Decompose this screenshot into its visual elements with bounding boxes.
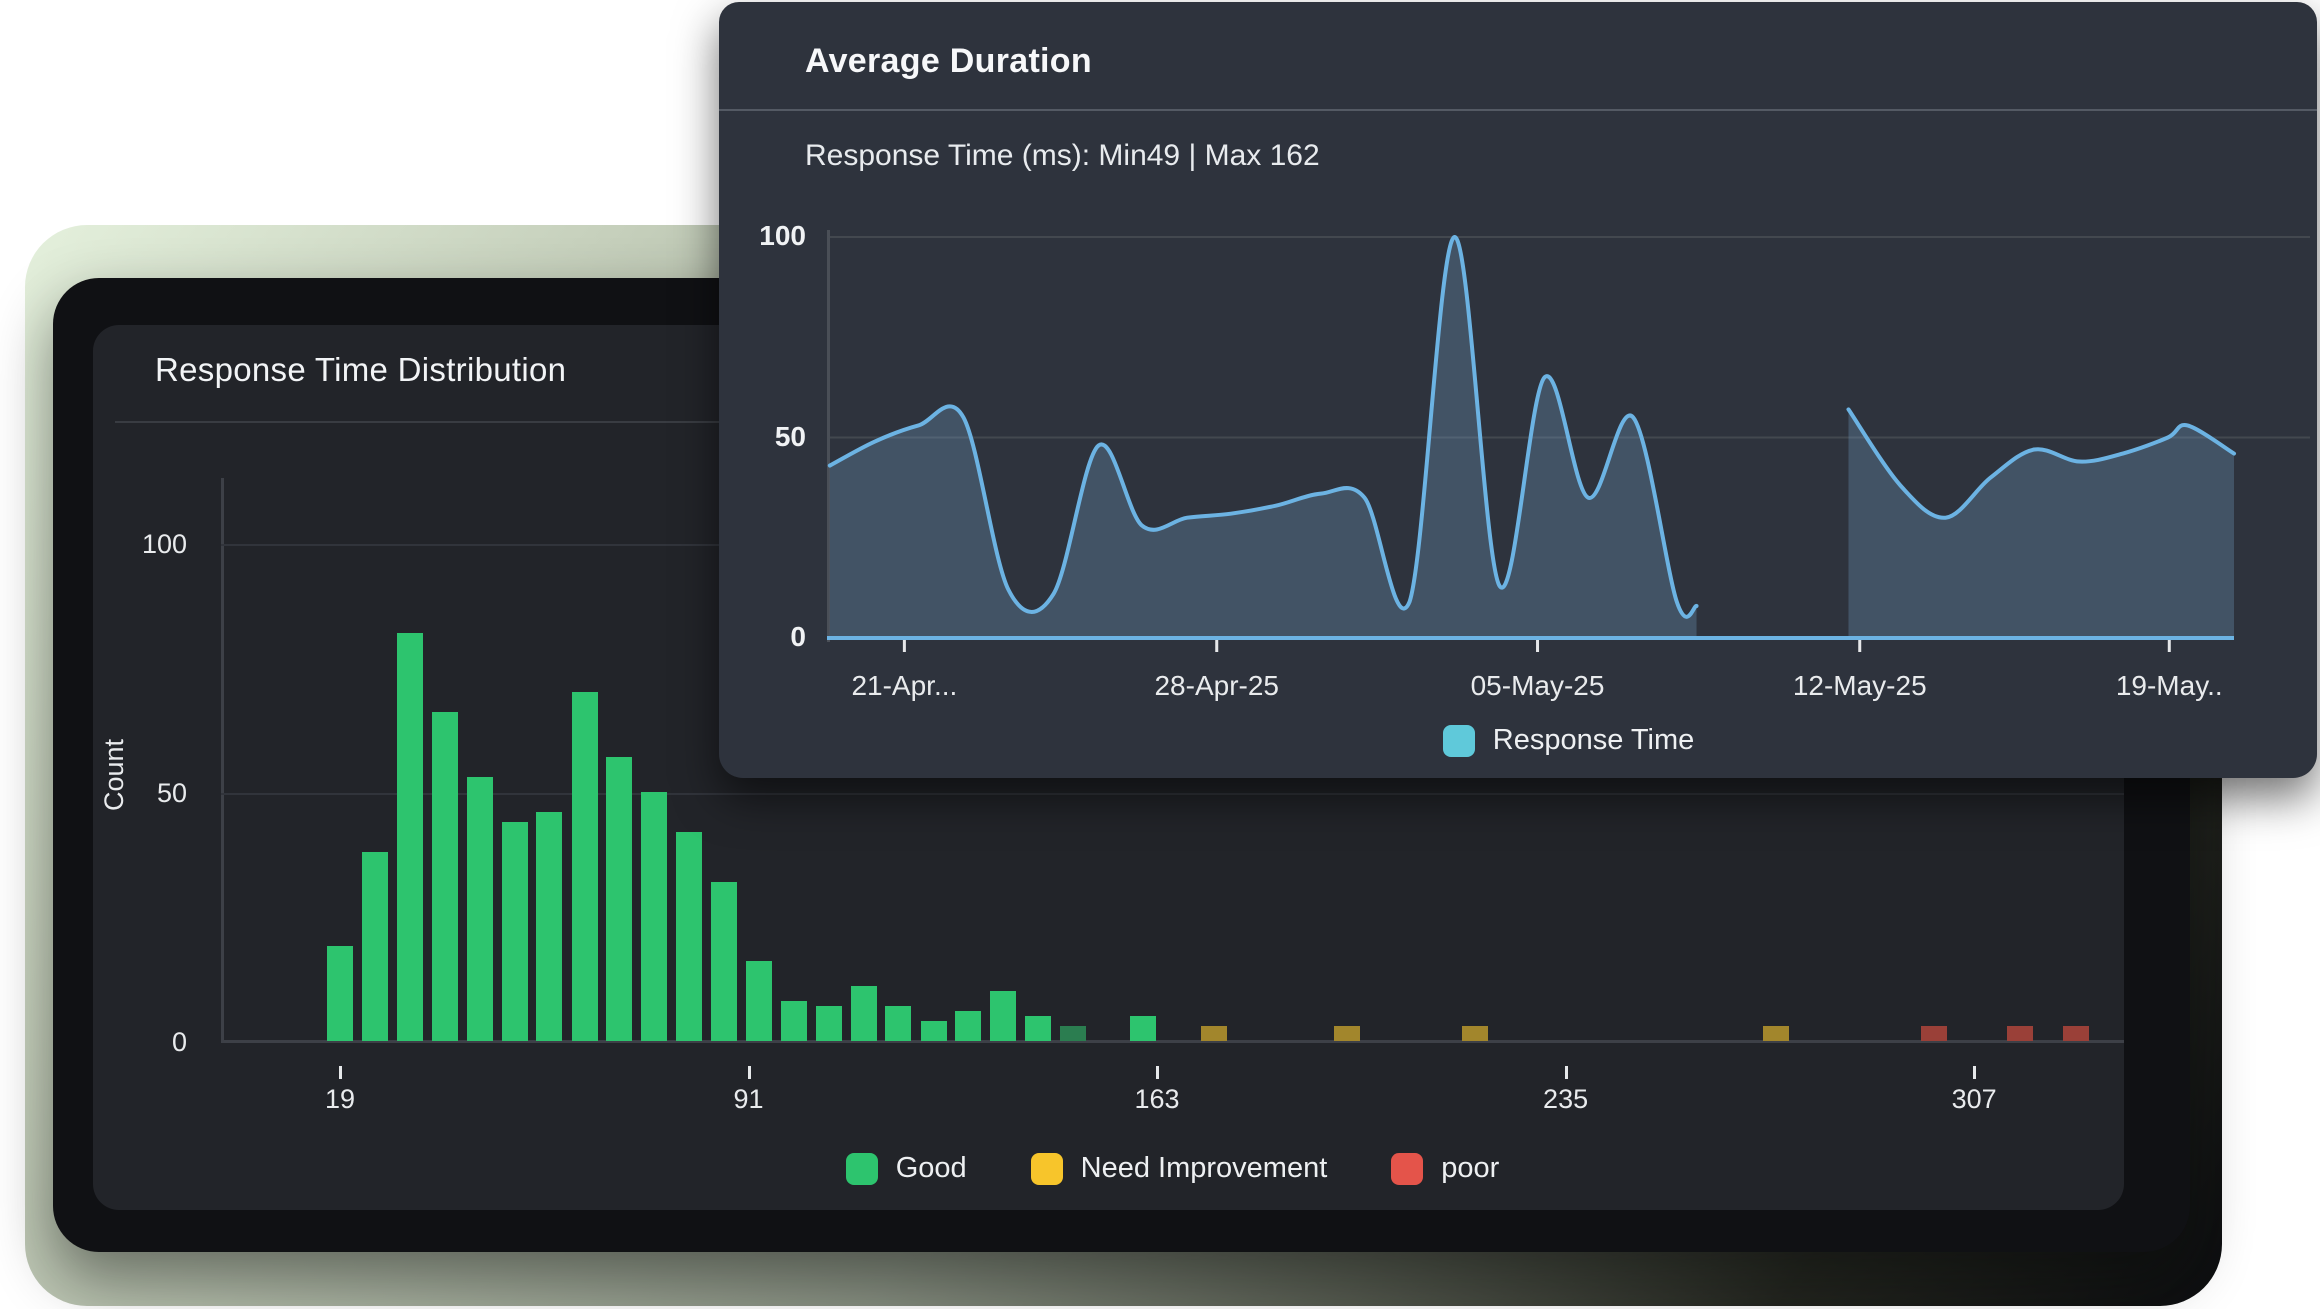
x-axis-tick-label: 19 <box>324 1084 356 1114</box>
histogram-bar[interactable] <box>431 712 458 1041</box>
histogram-bar[interactable] <box>466 777 493 1041</box>
legend-item-good[interactable]: Good <box>845 1152 967 1185</box>
histogram-bar[interactable] <box>990 991 1017 1041</box>
legend-swatch <box>845 1152 878 1185</box>
duration-divider <box>719 109 2317 111</box>
legend-swatch <box>1391 1152 1424 1185</box>
legend-label: Response Time <box>1492 724 1695 756</box>
area-fill <box>1848 409 2234 638</box>
x-axis-tick <box>1973 1066 1977 1079</box>
y-axis-tick-label: 50 <box>156 778 187 808</box>
distribution-title: Response Time Distribution <box>155 351 567 388</box>
x-axis-tick <box>1564 1066 1568 1079</box>
y-axis-tick-label: 0 <box>790 621 806 652</box>
y-axis-tick-label: 50 <box>774 420 806 452</box>
histogram-bar[interactable] <box>606 757 633 1041</box>
histogram-bar[interactable] <box>1200 1026 1227 1041</box>
histogram-bar[interactable] <box>955 1011 982 1041</box>
x-axis-tick-label: 21-Apr... <box>851 670 958 701</box>
x-axis-tick-label: 307 <box>1951 1084 1997 1114</box>
x-axis-tick-label: 163 <box>1134 1084 1180 1114</box>
y-axis-tick-label: 100 <box>141 529 187 559</box>
histogram-bar[interactable] <box>745 961 772 1041</box>
y-axis-tick-label: 100 <box>759 220 806 251</box>
histogram-bar[interactable] <box>780 1001 807 1041</box>
x-axis-tick <box>747 1066 751 1079</box>
histogram-bar[interactable] <box>2063 1026 2090 1041</box>
histogram-bar[interactable] <box>501 821 528 1041</box>
histogram-bar[interactable] <box>362 851 389 1041</box>
histogram-bar[interactable] <box>1129 1016 1156 1041</box>
y-axis-title: Count <box>99 738 129 812</box>
duration-plot <box>827 230 2310 652</box>
histogram-bar[interactable] <box>2006 1026 2033 1041</box>
legend-label: Need Improvement <box>1080 1152 1328 1184</box>
x-axis-tick-label: 91 <box>733 1084 764 1114</box>
histogram-bar[interactable] <box>1921 1026 1948 1041</box>
legend-swatch <box>1442 724 1475 757</box>
histogram-bar[interactable] <box>571 692 598 1041</box>
x-axis-tick-label: 28-Apr-25 <box>1154 670 1279 701</box>
histogram-bar[interactable] <box>815 1006 842 1041</box>
legend-label: Good <box>895 1152 967 1184</box>
grid-line <box>221 793 2124 795</box>
x-axis-tick-label: 19-May.. <box>2115 670 2223 701</box>
legend-label: poor <box>1441 1152 1500 1184</box>
x-axis-line <box>221 1040 2124 1043</box>
legend-item-need-improvement[interactable]: Need Improvement <box>1030 1152 1328 1185</box>
histogram-bar[interactable] <box>327 946 353 1041</box>
histogram-bar[interactable] <box>711 881 738 1041</box>
x-axis-tick-label: 12-May-25 <box>1792 670 1927 701</box>
duration-legend: Response Time <box>827 724 2310 757</box>
histogram-bar[interactable] <box>1060 1026 1087 1041</box>
legend-item-response-time[interactable]: Response Time <box>1442 724 1695 757</box>
histogram-bar[interactable] <box>536 811 563 1041</box>
y-axis-tick-label: 0 <box>171 1027 187 1057</box>
area-fill <box>829 236 1697 638</box>
legend-item-poor[interactable]: poor <box>1391 1152 1499 1185</box>
duration-subtitle: Response Time (ms): Min49 | Max 162 <box>805 139 1320 172</box>
x-axis-tick-label: 235 <box>1543 1084 1589 1114</box>
histogram-bar[interactable] <box>885 1006 912 1041</box>
legend-swatch <box>1030 1152 1063 1185</box>
series-line <box>1846 407 2236 520</box>
histogram-bar[interactable] <box>850 986 877 1041</box>
histogram-bar[interactable] <box>396 632 423 1041</box>
histogram-bar[interactable] <box>920 1021 947 1041</box>
x-axis-tick <box>339 1066 342 1079</box>
histogram-bar[interactable] <box>1461 1026 1488 1041</box>
x-axis-tick-label: 05-May-25 <box>1470 670 1605 701</box>
y-axis-line <box>221 478 224 1043</box>
histogram-bar[interactable] <box>1334 1026 1361 1041</box>
distribution-legend: Good Need Improvement poor <box>221 1152 2124 1185</box>
duration-title: Average Duration <box>805 42 1092 80</box>
histogram-bar[interactable] <box>675 831 702 1041</box>
duration-card: Average Duration Response Time (ms): Min… <box>719 2 2317 778</box>
series-line <box>827 234 1699 619</box>
histogram-bar[interactable] <box>1762 1026 1789 1041</box>
histogram-bar[interactable] <box>1024 1016 1051 1041</box>
x-axis-tick <box>1156 1066 1160 1079</box>
histogram-bar[interactable] <box>641 792 668 1041</box>
